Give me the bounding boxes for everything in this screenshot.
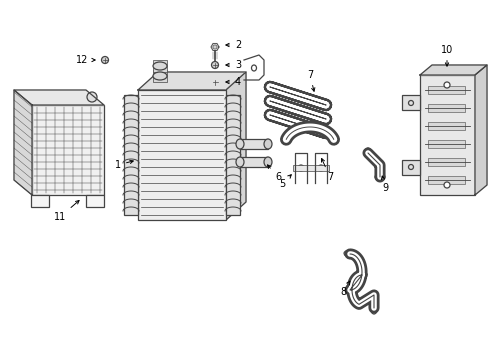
Polygon shape (211, 44, 219, 50)
Text: 1: 1 (115, 160, 133, 170)
Ellipse shape (153, 62, 167, 70)
Bar (153, 60, 167, 72)
Bar (240, 157, 268, 167)
Bar (153, 70, 167, 82)
Bar (32, 105, 104, 195)
Polygon shape (226, 72, 246, 220)
Polygon shape (138, 72, 246, 90)
Text: 2: 2 (226, 40, 241, 50)
Ellipse shape (344, 251, 356, 258)
Polygon shape (420, 65, 487, 75)
Bar (402, 160, 420, 175)
Ellipse shape (444, 82, 450, 88)
Ellipse shape (101, 57, 108, 63)
Text: 7: 7 (321, 158, 333, 182)
Bar (124, 95, 138, 215)
Ellipse shape (370, 302, 377, 314)
Ellipse shape (365, 148, 371, 158)
Polygon shape (14, 90, 104, 105)
Text: 10: 10 (441, 45, 453, 66)
Text: 9: 9 (381, 176, 388, 193)
Ellipse shape (212, 62, 219, 68)
Ellipse shape (444, 182, 450, 188)
Ellipse shape (153, 72, 167, 80)
Text: 6: 6 (268, 165, 281, 182)
Bar (420, 75, 475, 195)
Ellipse shape (375, 174, 385, 180)
Bar (138, 90, 226, 220)
Ellipse shape (264, 139, 272, 149)
Ellipse shape (212, 78, 219, 86)
Text: 8: 8 (340, 281, 350, 297)
Text: 7: 7 (307, 70, 315, 91)
Text: 4: 4 (226, 77, 241, 87)
Bar (86, 195, 104, 207)
Bar (226, 95, 240, 215)
Bar (428, 176, 465, 184)
Bar (428, 158, 465, 166)
Bar (240, 139, 268, 149)
Bar (428, 140, 465, 148)
Text: 3: 3 (226, 60, 241, 70)
Bar (428, 122, 465, 130)
Ellipse shape (236, 139, 244, 149)
Text: 11: 11 (54, 201, 79, 222)
Bar (402, 95, 420, 110)
Bar (293, 165, 329, 171)
Bar (428, 104, 465, 112)
Polygon shape (475, 65, 487, 195)
Bar (428, 86, 465, 94)
Ellipse shape (264, 157, 272, 167)
Ellipse shape (87, 92, 97, 102)
Text: 12: 12 (76, 55, 95, 65)
Bar (31, 195, 49, 207)
Text: 5: 5 (279, 175, 291, 189)
Polygon shape (14, 90, 32, 195)
Ellipse shape (236, 157, 244, 167)
